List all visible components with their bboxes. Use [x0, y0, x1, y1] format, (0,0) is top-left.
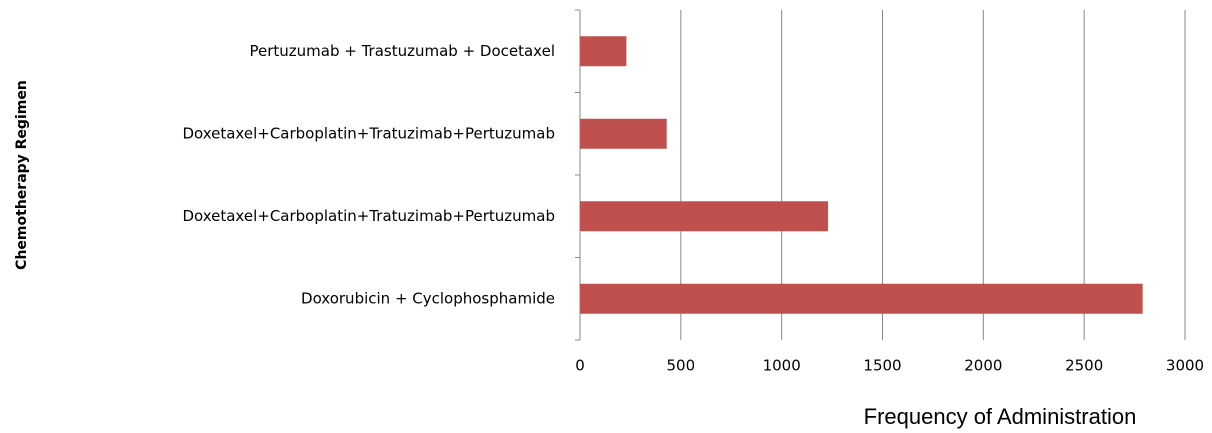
- x-tick-label: 2000: [964, 357, 1002, 375]
- bar: [580, 36, 627, 67]
- y-axis-title: Chemotherapy Regimen: [14, 80, 30, 270]
- y-tick-label: Doxorubicin + Cyclophosphamide: [301, 289, 555, 307]
- y-tick-label: Doxetaxel+Carboplatin+Tratuzimab+Pertuzu…: [182, 207, 555, 225]
- x-tick-label: 1500: [863, 357, 901, 375]
- bar: [580, 118, 667, 149]
- x-tick-label: 1000: [763, 357, 801, 375]
- x-tick-label: 0: [575, 357, 585, 375]
- x-tick-label: 3000: [1166, 357, 1204, 375]
- x-tick-label: 2500: [1065, 357, 1103, 375]
- y-tick-label: Doxetaxel+Carboplatin+Tratuzimab+Pertuzu…: [182, 124, 555, 142]
- x-axis-title: Frequency of Administration: [864, 404, 1137, 429]
- bar: [580, 201, 829, 232]
- y-tick-label: Pertuzumab + Trastuzumab + Docetaxel: [249, 42, 555, 60]
- x-tick-label: 500: [667, 357, 696, 375]
- bar: [580, 283, 1143, 314]
